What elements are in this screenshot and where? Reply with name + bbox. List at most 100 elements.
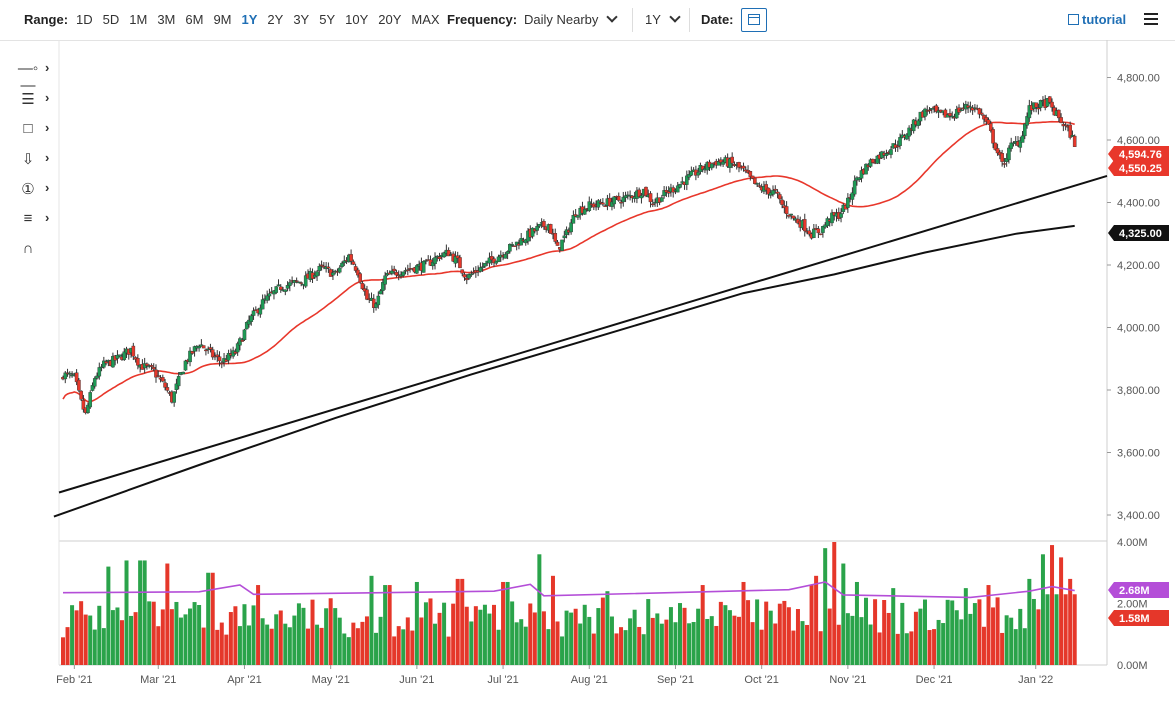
shape-tool-button[interactable]: □ › (14, 118, 54, 148)
chart-frame (58, 40, 1108, 666)
volume-average-tag-text: 2.68M (1119, 585, 1150, 597)
candle-body (453, 256, 458, 264)
range-20y[interactable]: 20Y (378, 12, 402, 27)
candle-body (81, 400, 86, 410)
candle-body (95, 375, 99, 379)
candlesticks (61, 95, 1077, 415)
tutorial-label: tutorial (1082, 12, 1127, 27)
arrow-tool-button[interactable]: ⇩ › (14, 148, 54, 178)
ma50-tag: 4,550.25 (1108, 160, 1169, 176)
range-9m[interactable]: 9M (213, 12, 232, 27)
volume-bar (496, 629, 501, 665)
candle-body (1038, 100, 1043, 108)
volume-bar (256, 585, 261, 665)
range-3m[interactable]: 3M (157, 12, 176, 27)
volume-bar (101, 628, 106, 665)
range-10y[interactable]: 10Y (345, 12, 369, 27)
menu-icon[interactable] (1144, 13, 1158, 25)
candle-body (102, 360, 106, 368)
candle-body (519, 238, 524, 246)
candle-body (70, 374, 74, 377)
candle-body (156, 375, 161, 377)
period-dropdown[interactable]: 1Y (645, 11, 681, 27)
line-tool-button[interactable]: —◦— › (14, 58, 54, 94)
volume-bar (968, 613, 973, 665)
volume-bar (428, 598, 433, 665)
candle-body (859, 170, 864, 179)
candle-body (868, 159, 873, 167)
frequency-dropdown[interactable]: Daily Nearby (524, 11, 619, 27)
candle-body (789, 213, 793, 216)
volume-bar (115, 607, 120, 665)
volume-bar (378, 616, 383, 665)
range-max[interactable]: MAX (411, 12, 440, 27)
candle-body (319, 264, 324, 267)
shape-tool-icon: □ (23, 120, 33, 137)
range-1d[interactable]: 1D (76, 12, 93, 27)
candle-body (161, 377, 165, 382)
volume-bar (705, 618, 710, 665)
candle-body (154, 369, 158, 378)
volume-bar (351, 622, 356, 665)
range-1m[interactable]: 1M (129, 12, 148, 27)
range-1y[interactable]: 1Y (241, 12, 258, 27)
candle-body (390, 270, 394, 274)
range-6m[interactable]: 6M (185, 12, 204, 27)
volume-bar (110, 610, 115, 665)
date-picker-button[interactable] (741, 8, 767, 32)
candle-body (596, 200, 601, 208)
volume-bar (913, 611, 918, 665)
fib-tool-button[interactable]: ☰ › (14, 88, 54, 118)
volume-average-path (62, 581, 1075, 599)
candle-body (365, 289, 369, 300)
candle-body (818, 233, 823, 235)
candle-body (242, 329, 247, 341)
candle-body (165, 387, 170, 391)
candle-body (864, 163, 868, 175)
candle-body (247, 319, 251, 325)
candle-body (1002, 163, 1007, 165)
volume-bar (941, 623, 946, 665)
magnet-tool-button[interactable]: ∩ (14, 238, 54, 268)
range-5y[interactable]: 5Y (319, 12, 336, 27)
indicator-tool-button[interactable]: ≡ › (14, 208, 54, 238)
range-5d[interactable]: 5D (102, 12, 120, 27)
price-axis: 4,800.00 4,600.00 4,400.00 4,200.00 4,000.00… (1107, 73, 1160, 522)
volume-bar (569, 612, 574, 665)
volume-bar (954, 610, 959, 665)
range-3y[interactable]: 3Y (293, 12, 310, 27)
volume-bar (773, 623, 778, 665)
volume-bar (732, 615, 737, 665)
candle-body (115, 354, 120, 359)
tutorial-link[interactable]: tutorial (1068, 12, 1126, 27)
price-tick-label: 4,400.00 (1117, 198, 1160, 210)
volume-bar (723, 605, 728, 665)
ma50-tag-text: 4,550.25 (1119, 163, 1162, 175)
volume-bar (355, 628, 360, 665)
volume-bar (201, 627, 206, 665)
candle-body (122, 351, 127, 360)
volume-bar (523, 626, 528, 665)
volume-bar (891, 588, 896, 665)
range-2y[interactable]: 2Y (267, 12, 284, 27)
volume-bar (877, 632, 882, 665)
candle-body (977, 108, 982, 115)
candle-body (660, 197, 664, 202)
volume-bar (482, 604, 487, 665)
volume-bar (850, 615, 855, 665)
last-price-tag-text: 4,594.76 (1119, 149, 1162, 161)
candle-body (560, 239, 564, 251)
candle-body (923, 108, 927, 117)
price-tick-label: 4,000.00 (1117, 323, 1160, 335)
volume-bar (510, 601, 515, 665)
candle-body (210, 349, 215, 358)
chevron-right-icon: › (45, 90, 50, 105)
marker-tool-button[interactable]: ① › (14, 178, 54, 208)
volume-bar (464, 606, 469, 665)
candle-body (839, 213, 843, 218)
volume-bar (156, 626, 161, 665)
candle-body (303, 275, 308, 287)
candle-body (442, 252, 446, 258)
candle-body (201, 345, 206, 349)
